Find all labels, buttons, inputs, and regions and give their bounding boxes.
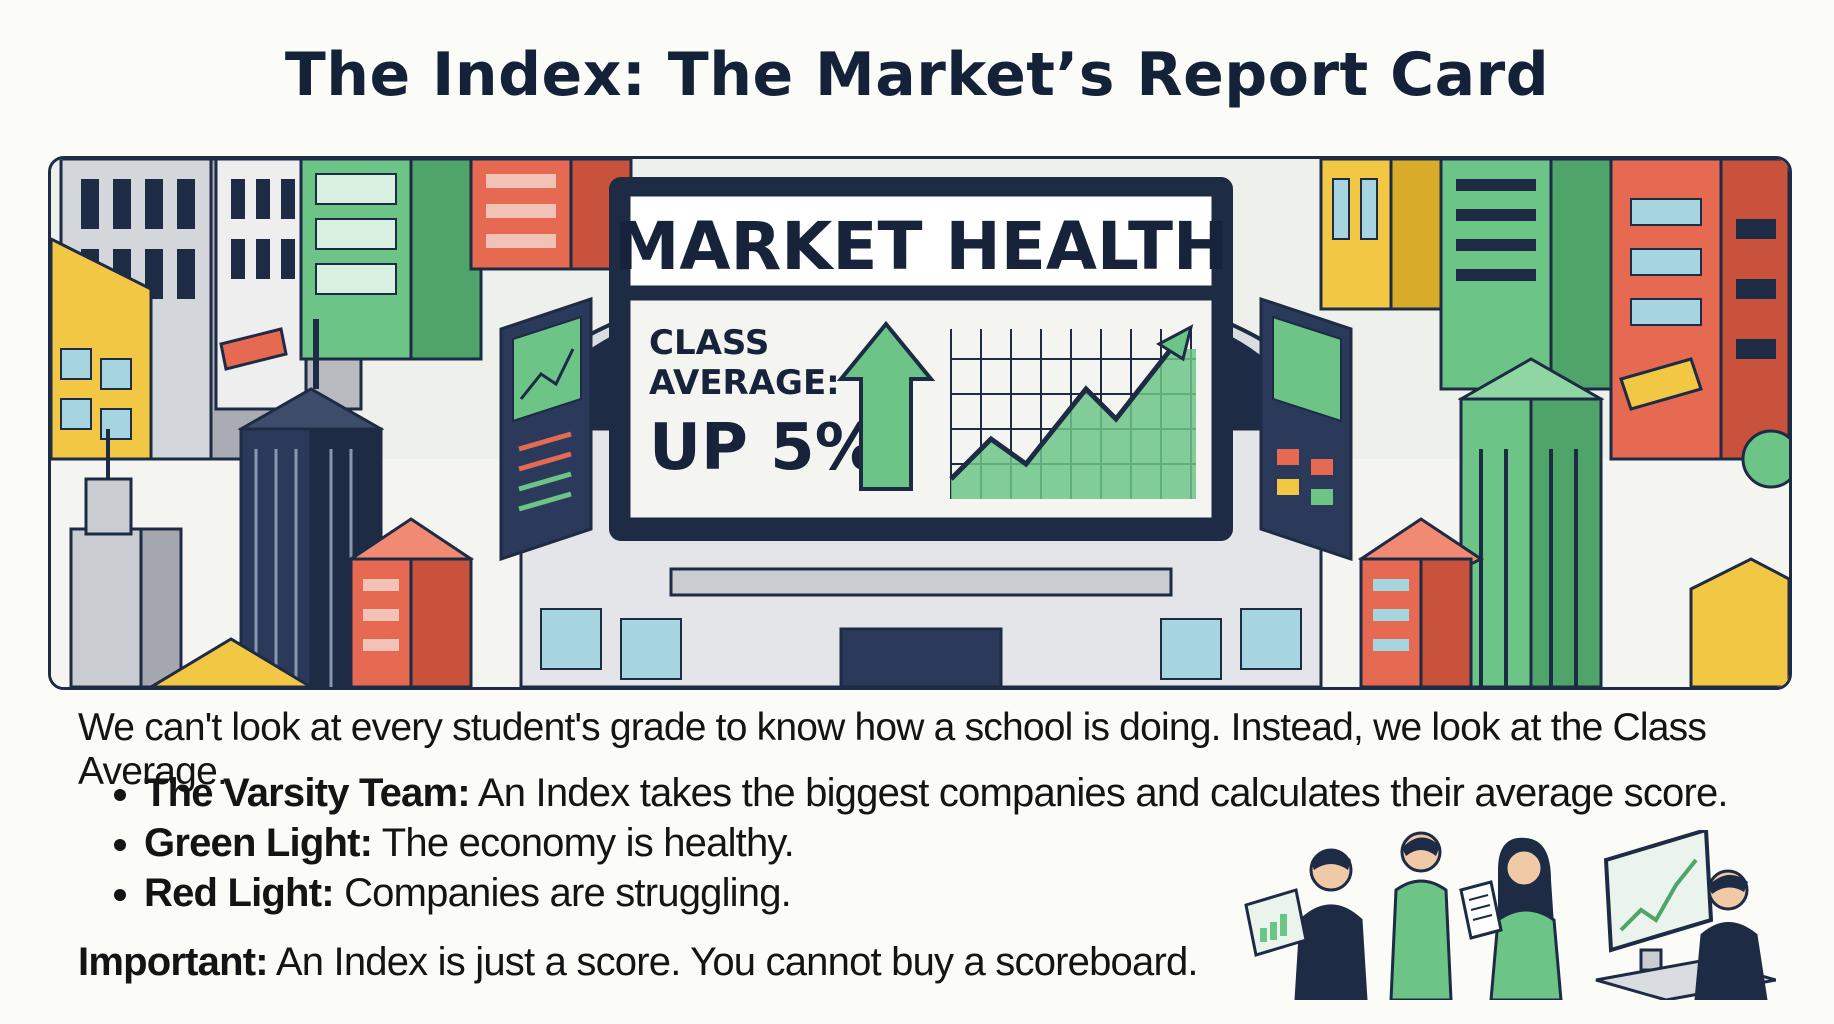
line-chart-icon [949,324,1196,499]
person-with-tablet [1244,848,1368,1002]
important-note: Important: An Index is just a score. You… [78,940,1199,985]
building-yellow-corner [1689,557,1789,687]
page-title: The Index: The Market’s Report Card [284,40,1550,110]
person-green-shirt [1389,831,1453,1002]
tablet-icon [1244,888,1308,957]
building-red-right-small [1358,517,1484,687]
point-term: The Varsity Team: [144,771,471,815]
side-screen-right [1259,296,1353,562]
point-text: Companies are struggling. [333,871,792,915]
point-text: The economy is healthy. [372,821,795,865]
building-green-tower [1457,357,1605,687]
class-label-line1: CLASS [649,323,769,363]
hero-illustration: MARKET HEALTH CLASS AVERAGE: UP 5% [48,156,1792,690]
key-points-list: The Varsity Team: An Index takes the big… [100,768,1834,918]
building-gray-spire [69,429,183,687]
building-yellow-left [51,237,153,461]
building-green-right [1439,159,1623,391]
building-red-top [469,159,633,271]
important-term: Important: [78,940,269,984]
people-illustration [1236,827,1777,1005]
list-item: Red Light: Companies are struggling. [144,868,1834,918]
point-text: An Index takes the biggest companies and… [469,771,1729,815]
scoreboard-heading: MARKET HEALTH [614,208,1229,285]
intro-text: We can't look at every student's grade t… [78,706,1707,793]
point-term: Red Light: [144,871,335,915]
list-item: The Varsity Team: An Index takes the big… [144,768,1834,818]
document-icon [1459,880,1503,940]
important-text: An Index is just a score. You cannot buy… [267,940,1199,984]
building-red-small [348,517,474,687]
class-average-value: UP 5% [649,411,879,485]
building-yellow-right [1319,159,1443,311]
person-with-document [1459,837,1563,1002]
tree-icon [1741,429,1789,489]
person-at-monitor [1694,869,1768,1002]
building-red-right [1609,159,1789,461]
class-label-line2: AVERAGE: [649,363,840,403]
side-screen-left [499,296,593,562]
list-item: Green Light: The economy is healthy. [144,818,1834,868]
building-green-left [299,159,483,361]
up-arrow-icon [836,320,936,491]
scoreboard: MARKET HEALTH CLASS AVERAGE: UP 5% [609,177,1233,541]
point-term: Green Light: [144,821,373,865]
